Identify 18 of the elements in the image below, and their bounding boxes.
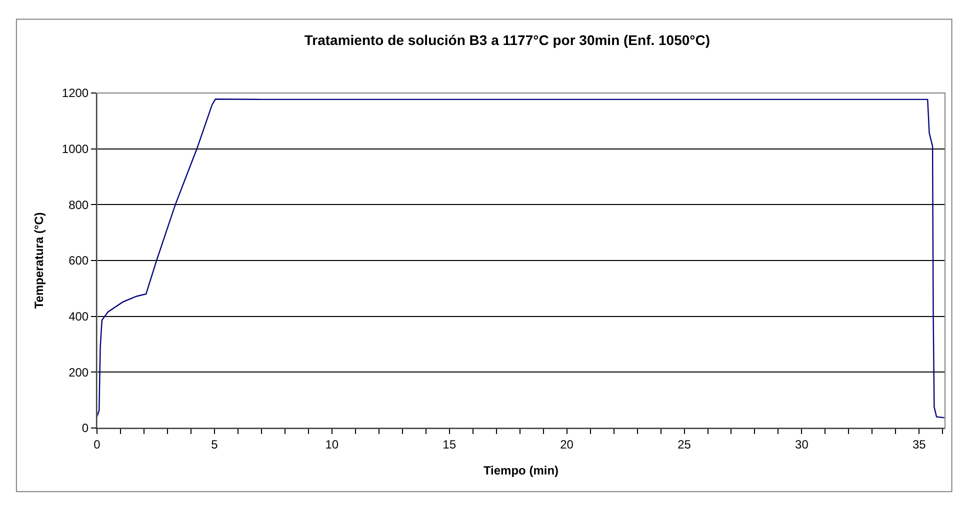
- x-tick-label: 15: [442, 437, 456, 452]
- y-tick-label: 1200: [62, 86, 89, 100]
- x-tick-label: 5: [211, 437, 218, 452]
- chart-title: Tratamiento de solución B3 a 1177°C por 30min (Enf. 1050°C): [304, 32, 710, 48]
- y-tick-label: 1000: [62, 142, 89, 156]
- x-tick-label: 30: [795, 437, 809, 452]
- x-tick-label: 25: [678, 437, 692, 452]
- y-tick-label: 400: [68, 310, 89, 324]
- y-tick-label: 200: [68, 365, 89, 380]
- y-axis-title: Temperatura (°C): [32, 212, 46, 309]
- x-axis-title: Tiempo (min): [483, 463, 559, 478]
- x-tick-label: 20: [560, 437, 574, 452]
- x-tick-label: 35: [912, 437, 926, 452]
- y-tick-label: 800: [68, 198, 89, 212]
- y-tick-label: 0: [82, 421, 89, 436]
- x-tick-label: 0: [94, 437, 101, 452]
- x-tick-label: 10: [325, 437, 339, 452]
- y-tick-label: 600: [68, 254, 89, 268]
